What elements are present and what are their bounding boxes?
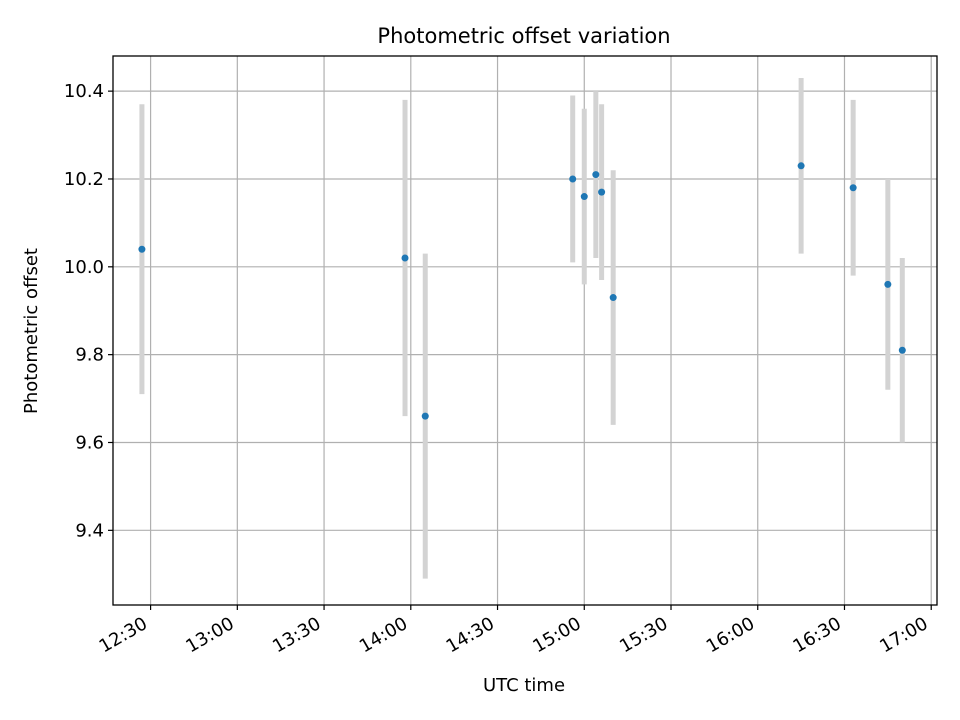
y-axis-label: Photometric offset (21, 248, 42, 414)
data-point (401, 254, 409, 262)
data-point (598, 188, 606, 196)
grid-layer (113, 56, 937, 605)
y-tick-label: 10.0 (64, 257, 104, 278)
data-point (797, 162, 805, 170)
y-tick-label: 10.4 (64, 81, 104, 102)
x-axis-label: UTC time (483, 675, 565, 696)
point-layer (138, 162, 906, 420)
data-point (580, 193, 588, 201)
chart-title: Photometric offset variation (377, 24, 670, 48)
data-point (138, 245, 146, 253)
data-point (592, 171, 600, 179)
y-tick-label: 9.4 (75, 520, 104, 541)
data-point (849, 184, 857, 192)
plot-frame (112, 55, 938, 606)
y-tick-label: 9.6 (75, 432, 104, 453)
y-tick-label: 9.8 (75, 345, 104, 366)
data-point (421, 412, 429, 420)
data-point (898, 346, 906, 354)
data-point (884, 280, 892, 288)
data-point (569, 175, 577, 183)
data-point (609, 294, 617, 302)
y-tick-label: 10.2 (64, 169, 104, 190)
